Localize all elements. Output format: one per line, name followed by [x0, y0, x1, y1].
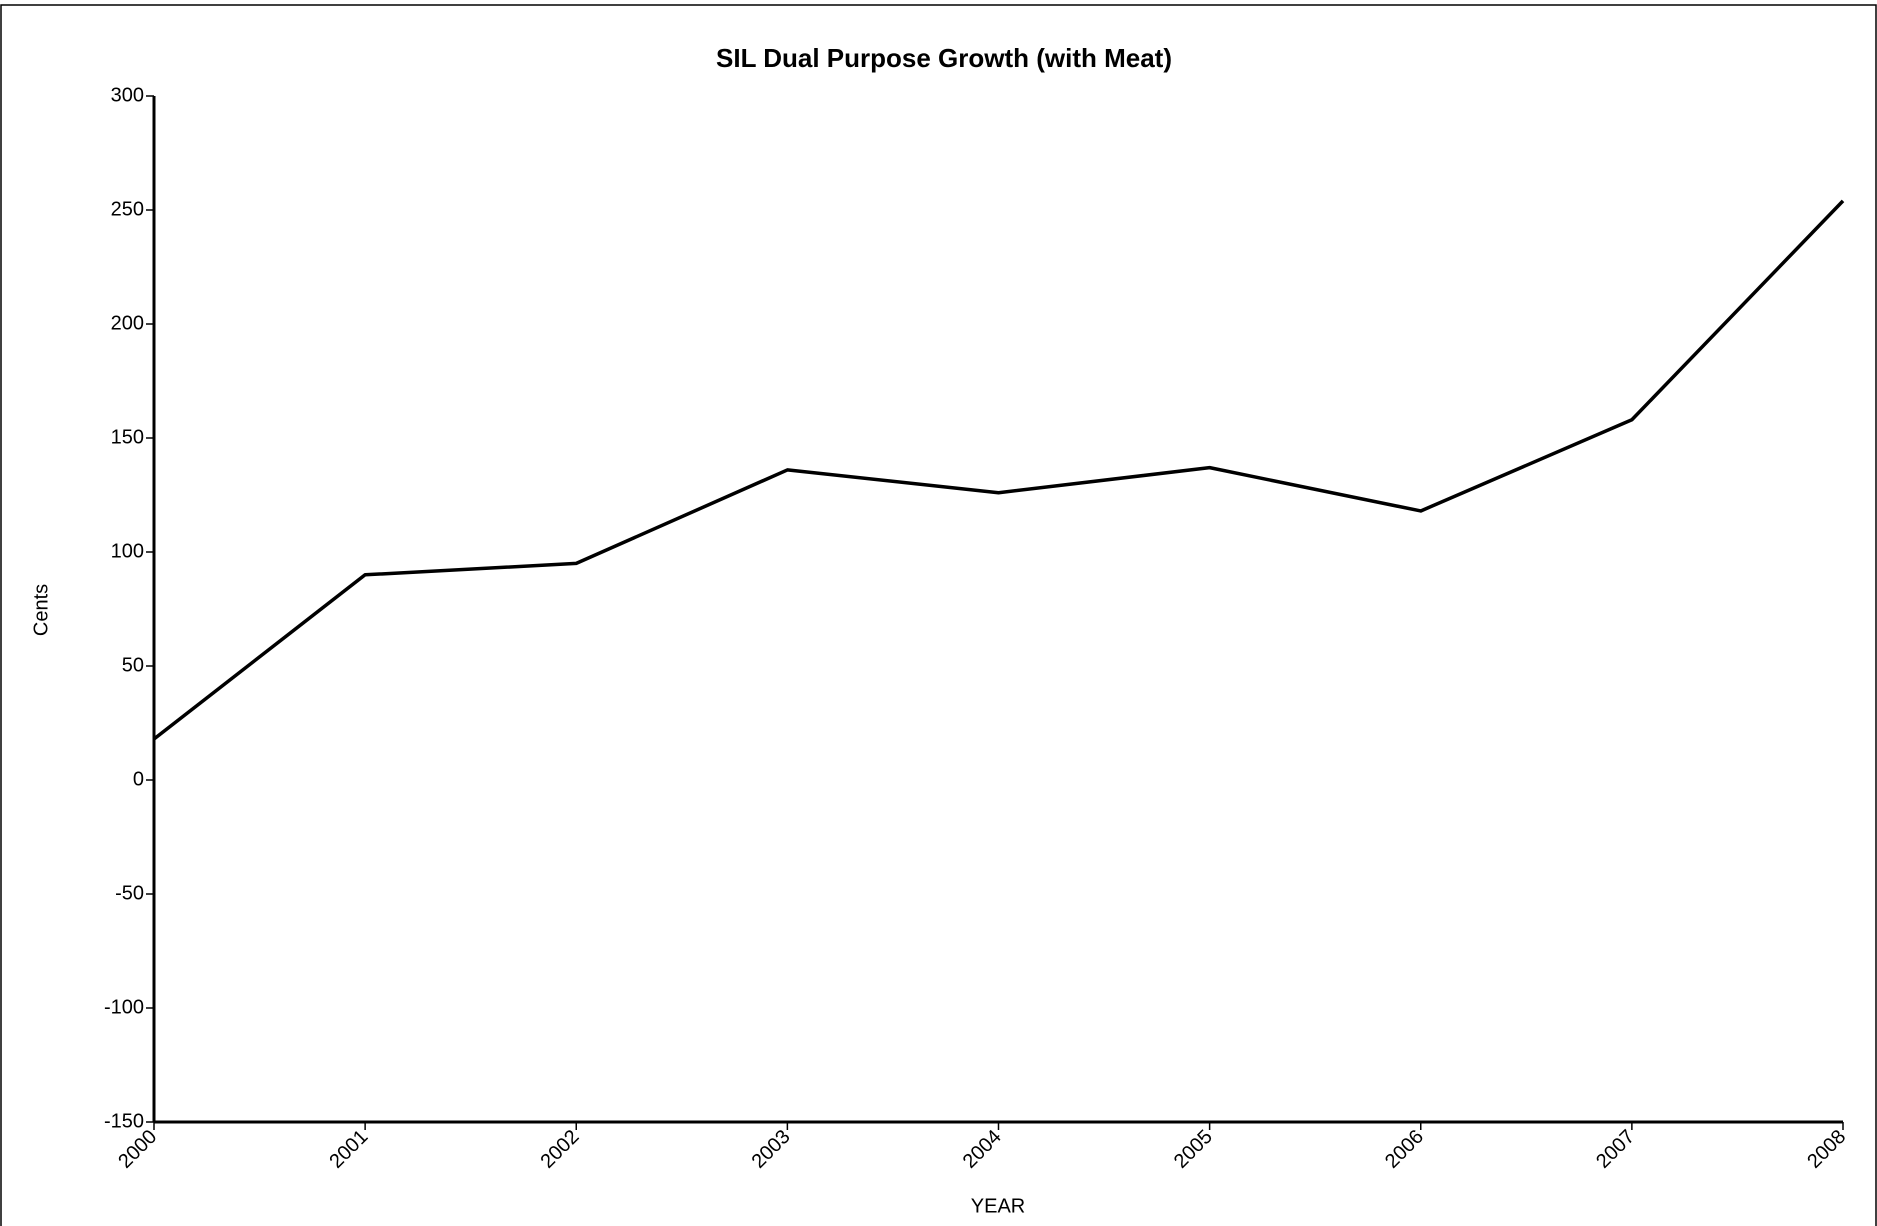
chart-title: SIL Dual Purpose Growth (with Meat): [716, 43, 1172, 73]
y-tick-label: 200: [111, 312, 144, 334]
chart-border: [0, 4, 1877, 1226]
x-tick-label: 2001: [325, 1126, 372, 1173]
y-tick-label: -150: [104, 1110, 144, 1132]
y-tick-label: 300: [111, 84, 144, 106]
x-tick-label: 2004: [959, 1126, 1006, 1173]
x-tick-label: 2000: [114, 1126, 161, 1173]
y-tick-label: 100: [111, 540, 144, 562]
y-tick-label: -100: [104, 996, 144, 1018]
y-axis-label: Cents: [30, 584, 52, 636]
y-tick-label: -50: [115, 882, 144, 904]
x-tick-label: 2006: [1381, 1126, 1428, 1173]
data-line: [152, 199, 1845, 741]
y-tick-label: 50: [122, 654, 144, 676]
x-tick-label: 2005: [1170, 1126, 1217, 1173]
x-tick-label: 2002: [536, 1126, 583, 1173]
x-axis-label: YEAR: [971, 1195, 1025, 1217]
x-tick-label: 2003: [748, 1126, 795, 1173]
y-tick-label: 0: [133, 768, 144, 790]
x-tick-label: 2008: [1803, 1126, 1850, 1173]
x-tick-label: 2007: [1592, 1126, 1639, 1173]
y-tick-label: 250: [111, 198, 144, 220]
y-tick-label: 150: [111, 426, 144, 448]
